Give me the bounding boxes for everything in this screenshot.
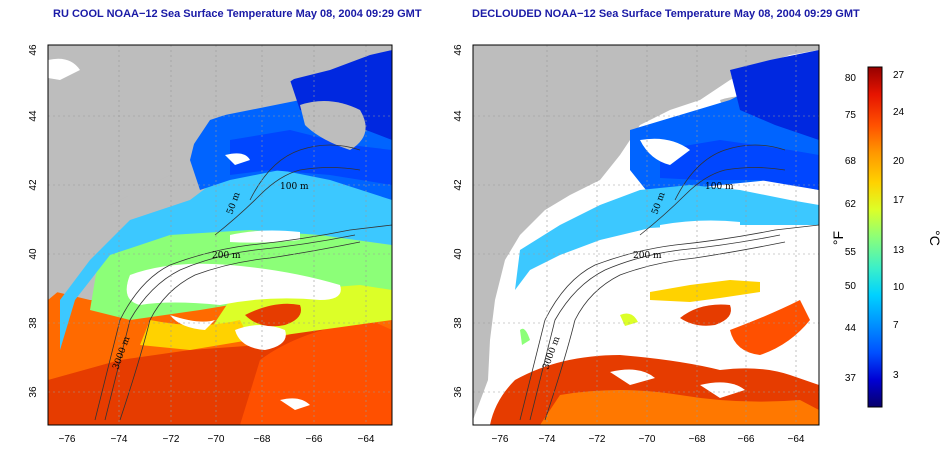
lat-tick: 40 <box>28 248 39 260</box>
f-tick: 50 <box>845 281 857 292</box>
lat-tick: 36 <box>453 386 464 398</box>
lat-tick: 42 <box>28 179 39 191</box>
left-panel-title: RU COOL NOAA−12 Sea Surface Temperature … <box>53 8 422 20</box>
lat-tick: 36 <box>28 386 39 398</box>
lon-tick: −66 <box>306 434 323 445</box>
contour-label-200m: 200 m <box>633 251 662 261</box>
celsius-label: °C <box>927 230 943 246</box>
colorbar-gradient <box>867 66 883 408</box>
lat-tick: 46 <box>28 44 39 56</box>
c-tick: 13 <box>893 245 905 256</box>
f-tick: 37 <box>845 373 857 384</box>
lat-tick: 46 <box>453 44 464 56</box>
right-panel-title: DECLOUDED NOAA−12 Sea Surface Temperatur… <box>472 8 860 20</box>
f-tick: 55 <box>845 247 857 258</box>
c-tick: 10 <box>893 282 905 293</box>
land-area <box>473 45 819 420</box>
f-tick: 68 <box>845 156 857 167</box>
c-tick: 3 <box>893 370 899 381</box>
lat-tick: 42 <box>453 179 464 191</box>
lon-tick: −68 <box>689 434 706 445</box>
lon-tick: −64 <box>788 434 805 445</box>
f-tick: 62 <box>845 199 857 210</box>
left-lon-axis: −76 −74 −72 −70 −68 −66 −64 <box>59 434 375 445</box>
contour-label-100m: 100 m <box>705 182 734 192</box>
lat-tick: 38 <box>28 317 39 329</box>
lon-tick: −74 <box>111 434 128 445</box>
lon-tick: −76 <box>59 434 76 445</box>
lon-tick: −64 <box>358 434 375 445</box>
left-map <box>48 45 392 425</box>
fahrenheit-label: °F <box>830 231 846 245</box>
right-lon-axis: −76 −74 −72 −70 −68 −66 −64 <box>492 434 805 445</box>
f-tick: 75 <box>845 110 857 121</box>
depth-contours <box>94 144 392 421</box>
c-tick: 17 <box>893 195 905 206</box>
lon-tick: −74 <box>539 434 556 445</box>
right-map <box>473 45 819 425</box>
lon-tick: −76 <box>492 434 509 445</box>
contour-label-100m: 100 m <box>280 182 309 192</box>
lon-tick: −70 <box>639 434 656 445</box>
lon-tick: −72 <box>589 434 606 445</box>
lat-tick: 40 <box>453 248 464 260</box>
c-tick: 24 <box>893 107 905 118</box>
lon-tick: −70 <box>208 434 225 445</box>
lat-tick: 38 <box>453 317 464 329</box>
left-lat-axis: 46 44 42 40 38 36 <box>28 44 39 398</box>
lon-tick: −68 <box>254 434 271 445</box>
lon-tick: −66 <box>738 434 755 445</box>
contour-label-200m: 200 m <box>212 251 241 261</box>
lon-tick: −72 <box>163 434 180 445</box>
colorbar: 80 75 68 62 55 50 44 37 27 24 20 17 13 1… <box>830 66 943 408</box>
cloud-area <box>126 263 341 305</box>
lat-tick: 44 <box>453 110 464 122</box>
right-lat-axis: 46 44 42 40 38 36 <box>453 44 464 398</box>
f-tick: 44 <box>845 323 857 334</box>
lat-tick: 44 <box>28 110 39 122</box>
c-tick: 20 <box>893 156 905 167</box>
c-tick: 27 <box>893 70 905 81</box>
f-tick: 80 <box>845 73 857 84</box>
c-tick: 7 <box>893 320 899 331</box>
